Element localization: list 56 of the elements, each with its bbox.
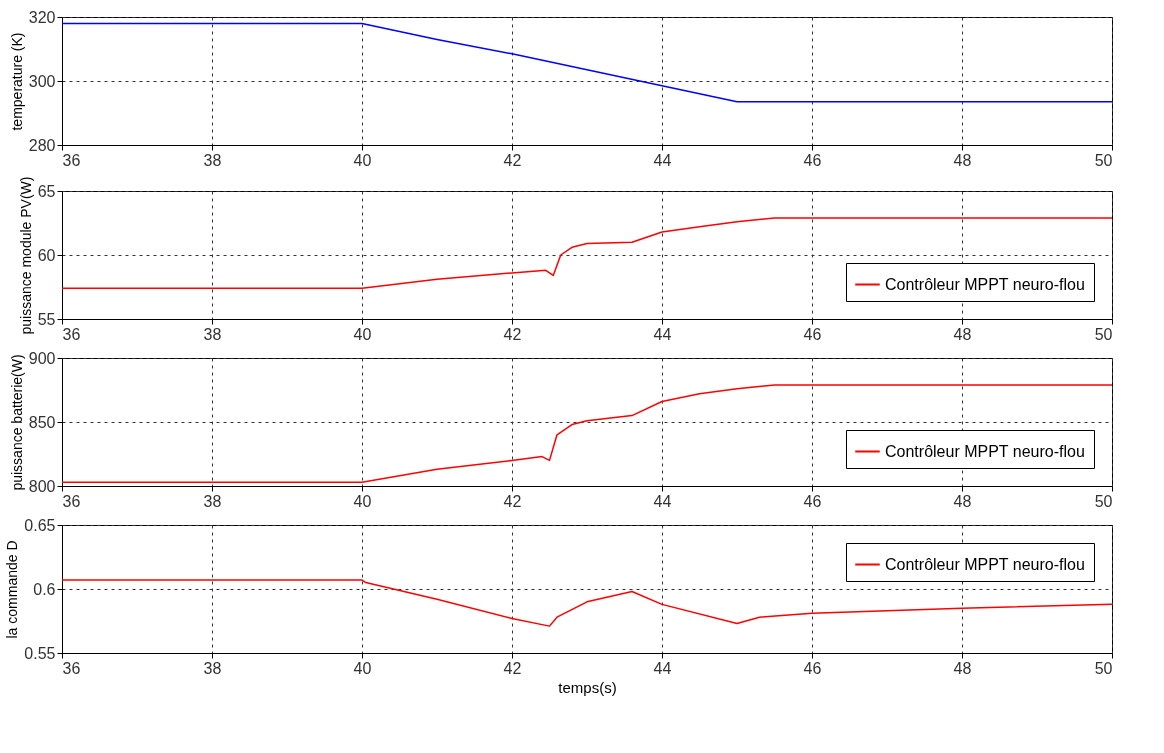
x-tick-label: 42 xyxy=(503,659,522,677)
y-tick-label: 800 xyxy=(28,477,56,495)
legend-label: Contrôleur MPPT neuro-flou xyxy=(885,275,1085,293)
x-tick-label: 46 xyxy=(803,659,822,677)
x-tick-label: 36 xyxy=(62,659,81,677)
x-tick-label: 40 xyxy=(353,325,372,343)
x-tick-label: 40 xyxy=(353,151,372,169)
line-series xyxy=(61,384,1113,483)
line-series xyxy=(61,217,1113,290)
x-tick-label: 36 xyxy=(62,325,81,343)
y-tick-label: 300 xyxy=(28,72,56,90)
x-tick-label: 48 xyxy=(953,151,972,169)
y-tick-label: 900 xyxy=(28,349,56,367)
x-tick-label: 38 xyxy=(203,659,222,677)
x-tick-label: 40 xyxy=(353,659,372,677)
x-tick-label: 44 xyxy=(653,151,672,169)
y-tick-label: 55 xyxy=(37,310,56,328)
x-tick-label: 44 xyxy=(653,659,672,677)
x-tick-label: 50 xyxy=(1094,659,1113,677)
y-axis-title: puissance module PV(W) xyxy=(17,176,34,335)
x-tick-label: 48 xyxy=(953,492,972,510)
x-tick-label: 50 xyxy=(1094,492,1113,510)
y-axis-title: puissance batterie(W) xyxy=(8,354,25,491)
y-axis-title: la commande D xyxy=(4,540,21,639)
line-series xyxy=(61,22,1113,103)
x-tick-label: 38 xyxy=(203,325,222,343)
legend-label: Contrôleur MPPT neuro-flou xyxy=(885,555,1085,573)
x-tick-label: 38 xyxy=(203,151,222,169)
y-tick-label: 0.65 xyxy=(24,516,56,534)
y-tick-label: 320 xyxy=(28,8,56,26)
x-tick-label: 48 xyxy=(953,659,972,677)
y-tick-label: 0.6 xyxy=(33,580,56,598)
x-tick-label: 48 xyxy=(953,325,972,343)
x-tick-label: 44 xyxy=(653,325,672,343)
y-tick-label: 65 xyxy=(37,182,56,200)
x-tick-label: 44 xyxy=(653,492,672,510)
x-tick-label: 42 xyxy=(503,325,522,343)
x-tick-label: 50 xyxy=(1094,151,1113,169)
y-tick-label: 0.55 xyxy=(24,644,56,662)
x-tick-label: 36 xyxy=(62,151,81,169)
x-axis-title: temps(s) xyxy=(558,678,617,696)
x-tick-label: 42 xyxy=(503,151,522,169)
x-tick-label: 42 xyxy=(503,492,522,510)
x-tick-label: 38 xyxy=(203,492,222,510)
x-tick-label: 46 xyxy=(803,325,822,343)
y-tick-label: 280 xyxy=(28,136,56,154)
y-tick-label: 850 xyxy=(28,413,56,431)
y-tick-label: 60 xyxy=(37,246,56,264)
legend-label: Contrôleur MPPT neuro-flou xyxy=(885,442,1085,460)
x-tick-label: 46 xyxy=(803,492,822,510)
x-tick-label: 46 xyxy=(803,151,822,169)
x-tick-label: 50 xyxy=(1094,325,1113,343)
x-tick-label: 36 xyxy=(62,492,81,510)
x-tick-label: 40 xyxy=(353,492,372,510)
line-series xyxy=(61,579,1113,627)
y-axis-title: temperature (K) xyxy=(8,32,25,131)
